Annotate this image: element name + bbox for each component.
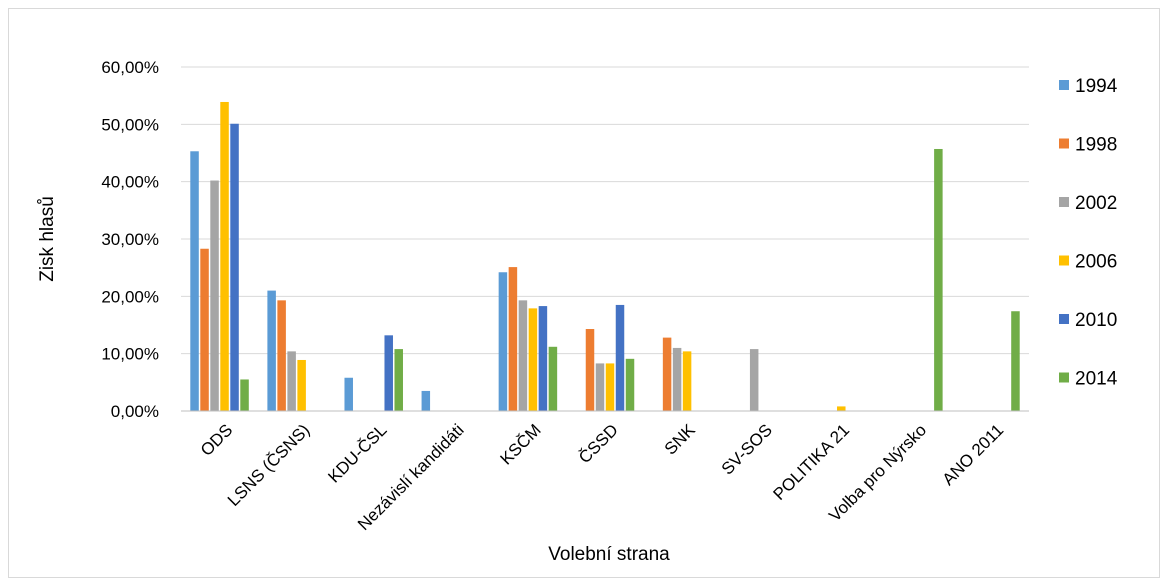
x-tick-label: POLITIKA 21 [769, 420, 853, 504]
bar-1994-0 [190, 151, 199, 411]
bar-2014-9 [934, 148, 943, 411]
x-tick-label: LSNS (ČSNS) [224, 420, 314, 510]
bar-2010-4 [538, 306, 548, 411]
bar-2006-1 [297, 359, 306, 411]
bar-2002-4 [518, 300, 528, 411]
bar-2014-10 [1011, 311, 1020, 411]
y-tick-label: 20,00% [101, 287, 159, 306]
x-tick-label: ANO 2011 [939, 420, 1008, 489]
legend-swatch [1059, 80, 1069, 90]
legend-swatch [1059, 255, 1069, 266]
bars [190, 101, 1020, 412]
y-axis-ticks: 0,00% 10,00% 20,00% 30,00% 40,00% 50,00% 60,00… [101, 58, 159, 421]
x-tick-label: KSČM [497, 420, 545, 468]
y-tick-label: 50,00% [101, 115, 159, 134]
y-tick-label: 0,00% [111, 402, 159, 421]
bar-1994-4 [498, 272, 508, 411]
bar-2010-5 [615, 304, 625, 411]
bar-2002-0 [210, 180, 219, 411]
bar-1994-1 [267, 290, 276, 411]
bar-2014-4 [548, 346, 558, 411]
bar-2002-1 [287, 351, 296, 411]
legend-label: 2014 [1075, 369, 1118, 390]
bar-chart: 0,00% 10,00% 20,00% 30,00% 40,00% 50,00% 60,00… [37, 58, 1118, 565]
legend-label: 2006 [1075, 252, 1117, 273]
bar-1994-3 [421, 390, 431, 411]
legend-label: 2002 [1075, 193, 1117, 214]
x-axis-title: Volební strana [548, 544, 670, 565]
bar-2006-4 [528, 308, 538, 411]
legend-swatch [1059, 314, 1069, 324]
legend: 1994 1998 2002 2006 2010 2014 [1059, 76, 1118, 390]
x-tick-label: KDU-ČSL [324, 420, 390, 486]
bar-1998-6 [662, 337, 672, 411]
bar-2006-5 [605, 363, 615, 411]
bar-2014-0 [240, 379, 249, 411]
y-tick-label: 30,00% [101, 230, 159, 249]
x-tick-label: SNK [661, 420, 700, 459]
legend-label: 2010 [1075, 310, 1117, 331]
chart-frame: 0,00% 10,00% 20,00% 30,00% 40,00% 50,00% 60,00… [8, 8, 1160, 578]
bar-2002-5 [595, 363, 605, 411]
y-axis-title: Zisk hlasů [37, 196, 58, 282]
bar-2014-5 [625, 358, 635, 411]
bar-2014-2 [394, 349, 403, 411]
gridlines [181, 66, 1029, 355]
legend-label: 1994 [1075, 76, 1118, 97]
legend-swatch [1059, 197, 1069, 207]
bar-2002-7 [749, 349, 759, 411]
x-tick-label: ČSSD [575, 420, 622, 467]
y-tick-label: 40,00% [101, 173, 159, 192]
bar-1998-0 [200, 248, 209, 411]
y-tick-label: 60,00% [101, 58, 159, 77]
bar-1998-5 [585, 329, 595, 411]
bar-1998-1 [277, 300, 286, 411]
x-tick-label: ODS [197, 420, 236, 459]
bar-2006-8 [837, 406, 846, 411]
bar-1998-4 [508, 267, 518, 411]
legend-swatch [1059, 372, 1069, 383]
x-tick-label: SV-SOS [718, 420, 776, 478]
y-tick-label: 10,00% [101, 345, 159, 364]
bar-2002-6 [672, 347, 682, 411]
bar-2010-0 [230, 123, 239, 411]
bar-2006-0 [220, 101, 229, 412]
legend-swatch [1059, 138, 1069, 149]
bar-2010-2 [384, 335, 393, 411]
bar-2006-6 [682, 351, 692, 411]
bar-1994-2 [344, 377, 353, 411]
legend-label: 1998 [1075, 135, 1117, 156]
